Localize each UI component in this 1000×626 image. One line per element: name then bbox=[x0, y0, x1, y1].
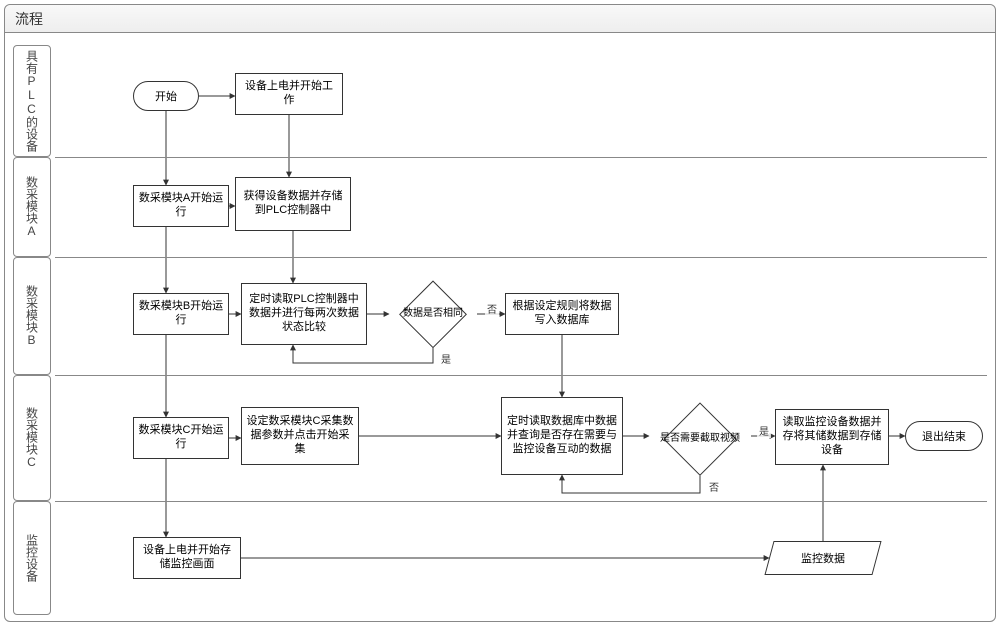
edge-label: 是 bbox=[757, 423, 771, 438]
flowchart-content: 具有PLC的设备数采模块A数采模块B数采模块C监控设备 开始 设备上电并开始工作数… bbox=[5, 45, 995, 621]
lane-area: 开始 设备上电并开始工作数采模块A开始运行获得设备数据并存储到PLC控制器中数采模… bbox=[55, 45, 987, 613]
node-start: 开始 bbox=[133, 81, 199, 111]
node-n3c: 根据设定规则将数据写入数据库 bbox=[505, 293, 619, 335]
edge-label: 是 bbox=[439, 351, 453, 366]
edge-label: 否 bbox=[485, 301, 499, 316]
node-n4a: 数采模块C开始运行 bbox=[133, 417, 229, 459]
node-n3b: 定时读取PLC控制器中数据并进行每两次数据状态比较 bbox=[241, 283, 367, 345]
node-d2: 是否需要截取视频 bbox=[645, 403, 755, 475]
node-n2a: 数采模块A开始运行 bbox=[133, 185, 229, 227]
lane-divider bbox=[55, 157, 987, 158]
node-d1: 数据是否相同 bbox=[385, 281, 481, 347]
node-n5a: 设备上电并开始存储监控画面 bbox=[133, 537, 241, 579]
node-n4c: 定时读取数据库中数据并查询是否存在需要与监控设备互动的数据 bbox=[501, 397, 623, 475]
node-n2b: 获得设备数据并存储到PLC控制器中 bbox=[235, 177, 351, 231]
flowchart-frame: 流程 具有PLC的设备数采模块A数采模块B数采模块C监控设备 开始设备上电并开始… bbox=[4, 4, 996, 622]
node-n3a: 数采模块B开始运行 bbox=[133, 293, 229, 335]
lane-label-lane-mon: 监控设备 bbox=[13, 501, 51, 615]
edge bbox=[562, 475, 700, 493]
lane-label-lane-c: 数采模块C bbox=[13, 375, 51, 501]
node-end: 退出结束 bbox=[905, 421, 983, 451]
title-bar: 流程 bbox=[5, 5, 995, 33]
title-text: 流程 bbox=[15, 11, 43, 27]
lane-divider bbox=[55, 257, 987, 258]
node-n1: 设备上电并开始工作 bbox=[235, 73, 343, 115]
lane-label-lane-plc: 具有PLC的设备 bbox=[13, 45, 51, 157]
node-n4d: 读取监控设备数据并存将其储数据到存储设备 bbox=[775, 409, 889, 465]
node-n4b: 设定数采模块C采集数据参数并点击开始采集 bbox=[241, 407, 359, 465]
edge-label: 否 bbox=[707, 479, 721, 494]
node-n5b: 监控数据 bbox=[764, 541, 881, 575]
lane-divider bbox=[55, 375, 987, 376]
lane-labels: 具有PLC的设备数采模块A数采模块B数采模块C监控设备 bbox=[13, 45, 51, 613]
edge bbox=[293, 345, 433, 363]
lane-label-lane-a: 数采模块A bbox=[13, 157, 51, 257]
lane-label-lane-b: 数采模块B bbox=[13, 257, 51, 375]
lane-divider bbox=[55, 501, 987, 502]
